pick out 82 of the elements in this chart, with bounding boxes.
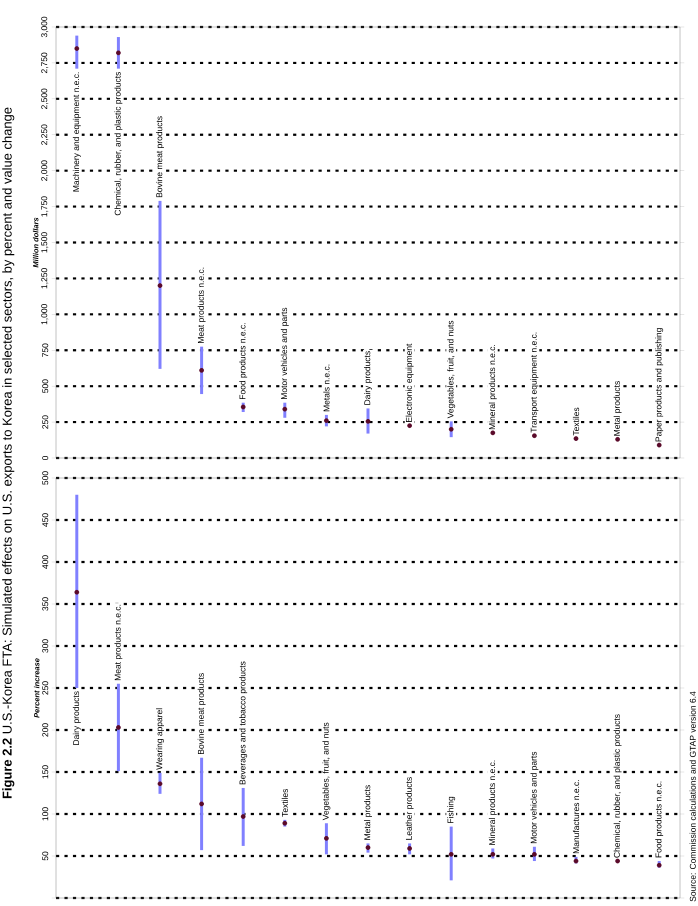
point (116, 50, 121, 56)
x-tick-label: Metal products (614, 381, 622, 436)
point (656, 442, 662, 448)
y-tick-label: 1,000 (41, 304, 48, 324)
x-tick-label: Motor vehicles and parts (530, 752, 538, 844)
x-tick-label: Bovine meat products (198, 673, 206, 754)
x-tick-label: Dairy products (364, 351, 372, 405)
y-tick-label: 250 (42, 415, 48, 429)
y-tick-label: 0 (42, 456, 48, 460)
x-tick-label: Mineral products n.e.c. (488, 344, 497, 430)
point (116, 725, 121, 730)
x-tick-label: Textiles (282, 788, 288, 817)
y-tick-label: 100 (42, 807, 48, 820)
x-tick-label: Vegetables, fruit, and nuts (447, 320, 456, 418)
point (366, 418, 370, 424)
y-tick-label: 2,500 (41, 88, 48, 109)
point (199, 802, 204, 806)
x-tick-label: Dairy products (72, 691, 81, 745)
x-tick-label: Meat products n.e.c. (114, 604, 122, 680)
x-tick-label: Bovine meat products (156, 116, 164, 198)
y-tick-label: 250 (42, 681, 48, 695)
y-tick-label: 300 (42, 639, 48, 653)
y-tick-label: 1,250 (41, 268, 48, 288)
y-tick-label: 350 (42, 597, 48, 611)
y-tick-label: 200 (42, 723, 48, 737)
point (240, 404, 246, 410)
point (490, 852, 496, 857)
x-tick-label: Metals n.e.c. (323, 364, 330, 412)
point (158, 283, 162, 288)
y-tick-label: 1,500 (41, 232, 48, 252)
y-tick-label: 150 (42, 765, 48, 778)
y-tick-label: 2,750 (41, 52, 48, 74)
point (324, 418, 329, 424)
x-tick-label: Food products n.e.c. (239, 323, 248, 399)
x-tick-label: Meat products n.e.c. (198, 268, 206, 343)
x-tick-label: Mineral products n.e.c. (488, 760, 497, 845)
y-tick-label: 3,000 (41, 16, 48, 38)
y-tick-label: 1,750 (41, 196, 48, 217)
y-tick-label: 2,000 (41, 160, 48, 181)
point (74, 590, 80, 595)
x-tick-label: Beverages and tobacco products (239, 661, 248, 784)
x-tick-label: Food products n.e.c. (655, 782, 664, 858)
x-tick-label: Paper products and publishing (655, 328, 664, 442)
point (282, 406, 288, 412)
x-tick-label: Chemical, rubber, and plastic products (114, 72, 122, 216)
point (199, 368, 204, 373)
y-tick-label: 450 (42, 513, 48, 527)
point (532, 852, 537, 857)
x-tick-label: Leather products (406, 777, 414, 840)
point (324, 836, 329, 841)
point (448, 852, 454, 857)
point (158, 781, 162, 786)
x-tick-label: Transport equipment n.e.c. (530, 332, 538, 433)
y-tick-label: 500 (42, 471, 48, 485)
point (615, 436, 620, 442)
point (407, 846, 412, 851)
x-tick-label: Vegetables, fruit, and nuts (322, 722, 330, 820)
x-tick-label: Machinery and equipment n.e.c. (72, 72, 81, 192)
x-tick-label: Chemical, rubber, and plastic products (614, 714, 622, 858)
point (448, 426, 454, 432)
x-tick-label: Textiles (572, 408, 580, 436)
x-tick-label: Motor vehicles and parts (280, 308, 289, 399)
y-tick-label: 500 (42, 379, 48, 393)
y-tick-label: 50 (42, 852, 48, 860)
point (574, 436, 578, 441)
point (74, 46, 80, 51)
point (240, 814, 246, 819)
point (615, 858, 620, 864)
y-tick-label: 750 (42, 344, 48, 357)
point (407, 423, 412, 428)
y-tick-label: 2,250 (41, 124, 48, 145)
point (532, 433, 537, 438)
point (490, 430, 496, 436)
x-tick-label: Manufactures n.e.c. (572, 780, 580, 854)
point (366, 845, 370, 850)
x-tick-label: Electronic equipment (406, 344, 414, 422)
x-tick-label: Fishing (447, 796, 456, 823)
x-tick-label: Wearing apparel (156, 708, 164, 770)
source-note: Source: Commission calculations and GTAP version 6.4 (690, 692, 696, 902)
y-tick-label: 400 (42, 555, 48, 569)
x-tick-label: Metal products (364, 785, 372, 840)
text: Figure 2.2 U.S.-Korea FTA: Simulated effects on U.S. exports to Korea in selected sectors, by percent and value change (2, 108, 14, 798)
